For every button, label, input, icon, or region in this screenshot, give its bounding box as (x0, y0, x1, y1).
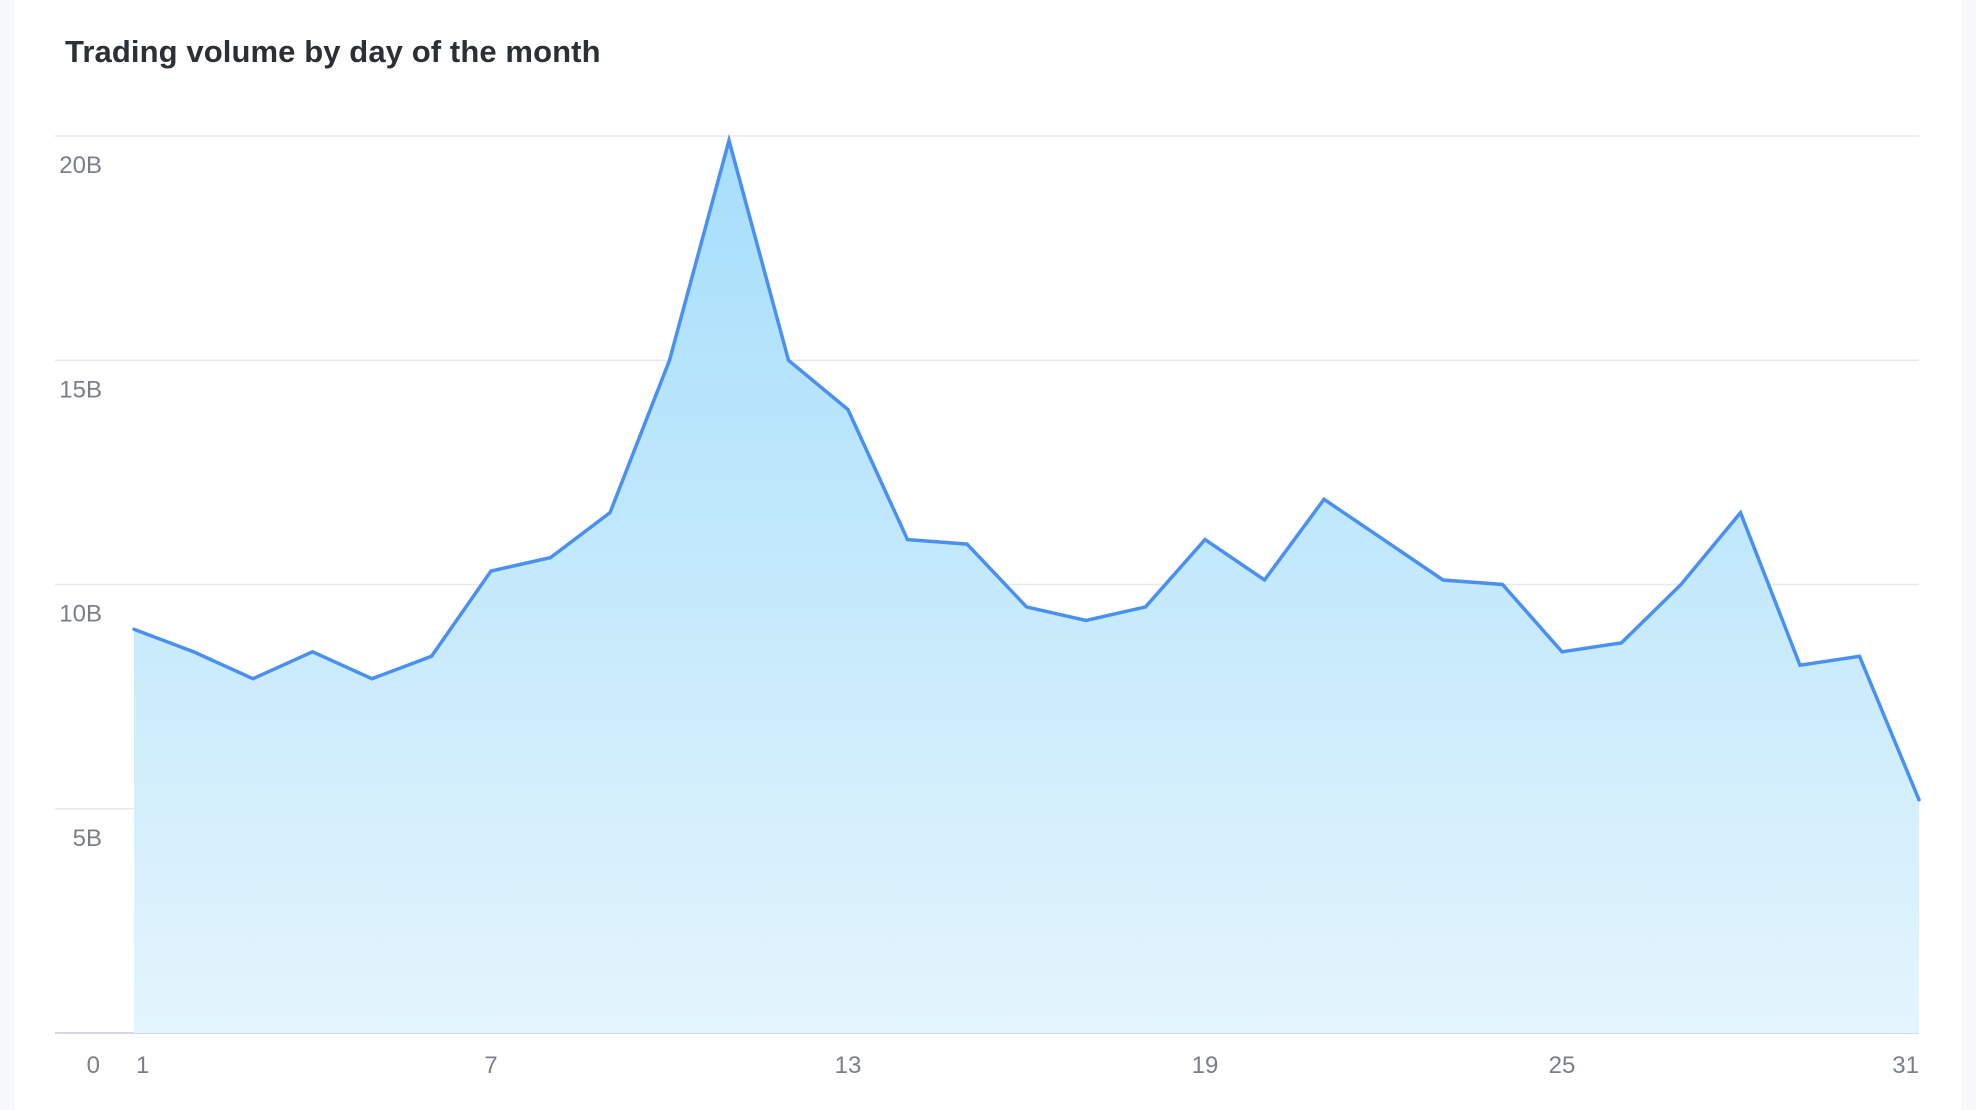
y-axis-ticks: 0 5B 10B 15B 20B (59, 152, 102, 1079)
x-tick-label: 13 (835, 1052, 862, 1079)
y-tick-label: 5B (73, 825, 102, 852)
x-tick-label: 1 (136, 1052, 149, 1079)
x-axis-ticks: 1 7 13 19 25 31 (136, 1052, 1919, 1079)
y-tick-label: 0 (87, 1052, 100, 1079)
x-tick-label: 25 (1549, 1052, 1576, 1079)
series-line (132, 133, 1921, 802)
area-series (132, 133, 1921, 1033)
y-tick-label: 15B (59, 376, 102, 403)
area-fill (134, 140, 1919, 1033)
x-tick-label: 7 (484, 1052, 497, 1079)
x-tick-label: 19 (1192, 1052, 1219, 1079)
x-tick-label: 31 (1892, 1052, 1919, 1079)
y-tick-label: 10B (59, 601, 102, 628)
y-tick-label: 20B (59, 152, 102, 179)
chart-title: Trading volume by day of the month (65, 34, 601, 69)
